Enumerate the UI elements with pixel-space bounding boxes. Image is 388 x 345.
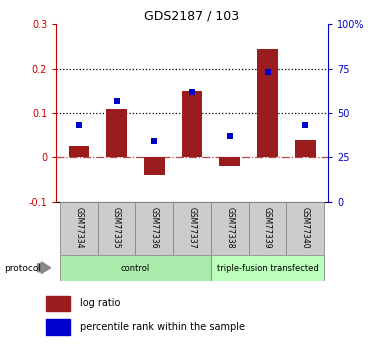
Text: control: control [121,264,150,273]
Bar [60,255,211,281]
Bar [135,202,173,255]
Point [151,139,158,144]
Bar [286,202,324,255]
Text: log ratio: log ratio [80,298,120,308]
Text: triple-fusion transfected: triple-fusion transfected [217,264,319,273]
Bar [46,319,69,335]
Bar [257,49,278,157]
Text: GSM77339: GSM77339 [263,207,272,248]
Bar [98,202,135,255]
Bar [144,157,165,175]
Text: GSM77335: GSM77335 [112,207,121,248]
Text: GSM77334: GSM77334 [74,207,83,248]
Bar [106,109,127,157]
Bar [211,255,324,281]
Text: protocol: protocol [4,264,41,273]
Text: GSM77338: GSM77338 [225,207,234,248]
Bar [173,202,211,255]
Bar [211,202,249,255]
Text: GSM77336: GSM77336 [150,207,159,248]
Point [189,89,195,95]
Bar [249,202,286,255]
Point [227,133,233,139]
Text: GSM77340: GSM77340 [301,207,310,248]
Bar [60,202,98,255]
Point [114,98,120,103]
FancyArrow shape [38,262,50,274]
Bar [295,140,315,157]
Text: percentile rank within the sample: percentile rank within the sample [80,322,245,332]
Text: GSM77337: GSM77337 [187,207,197,248]
Bar [182,91,203,157]
Point [302,123,308,128]
Point [76,123,82,128]
Point [264,69,270,75]
Bar [46,296,69,311]
Bar [69,146,89,157]
Title: GDS2187 / 103: GDS2187 / 103 [144,10,240,23]
Bar [219,157,240,166]
